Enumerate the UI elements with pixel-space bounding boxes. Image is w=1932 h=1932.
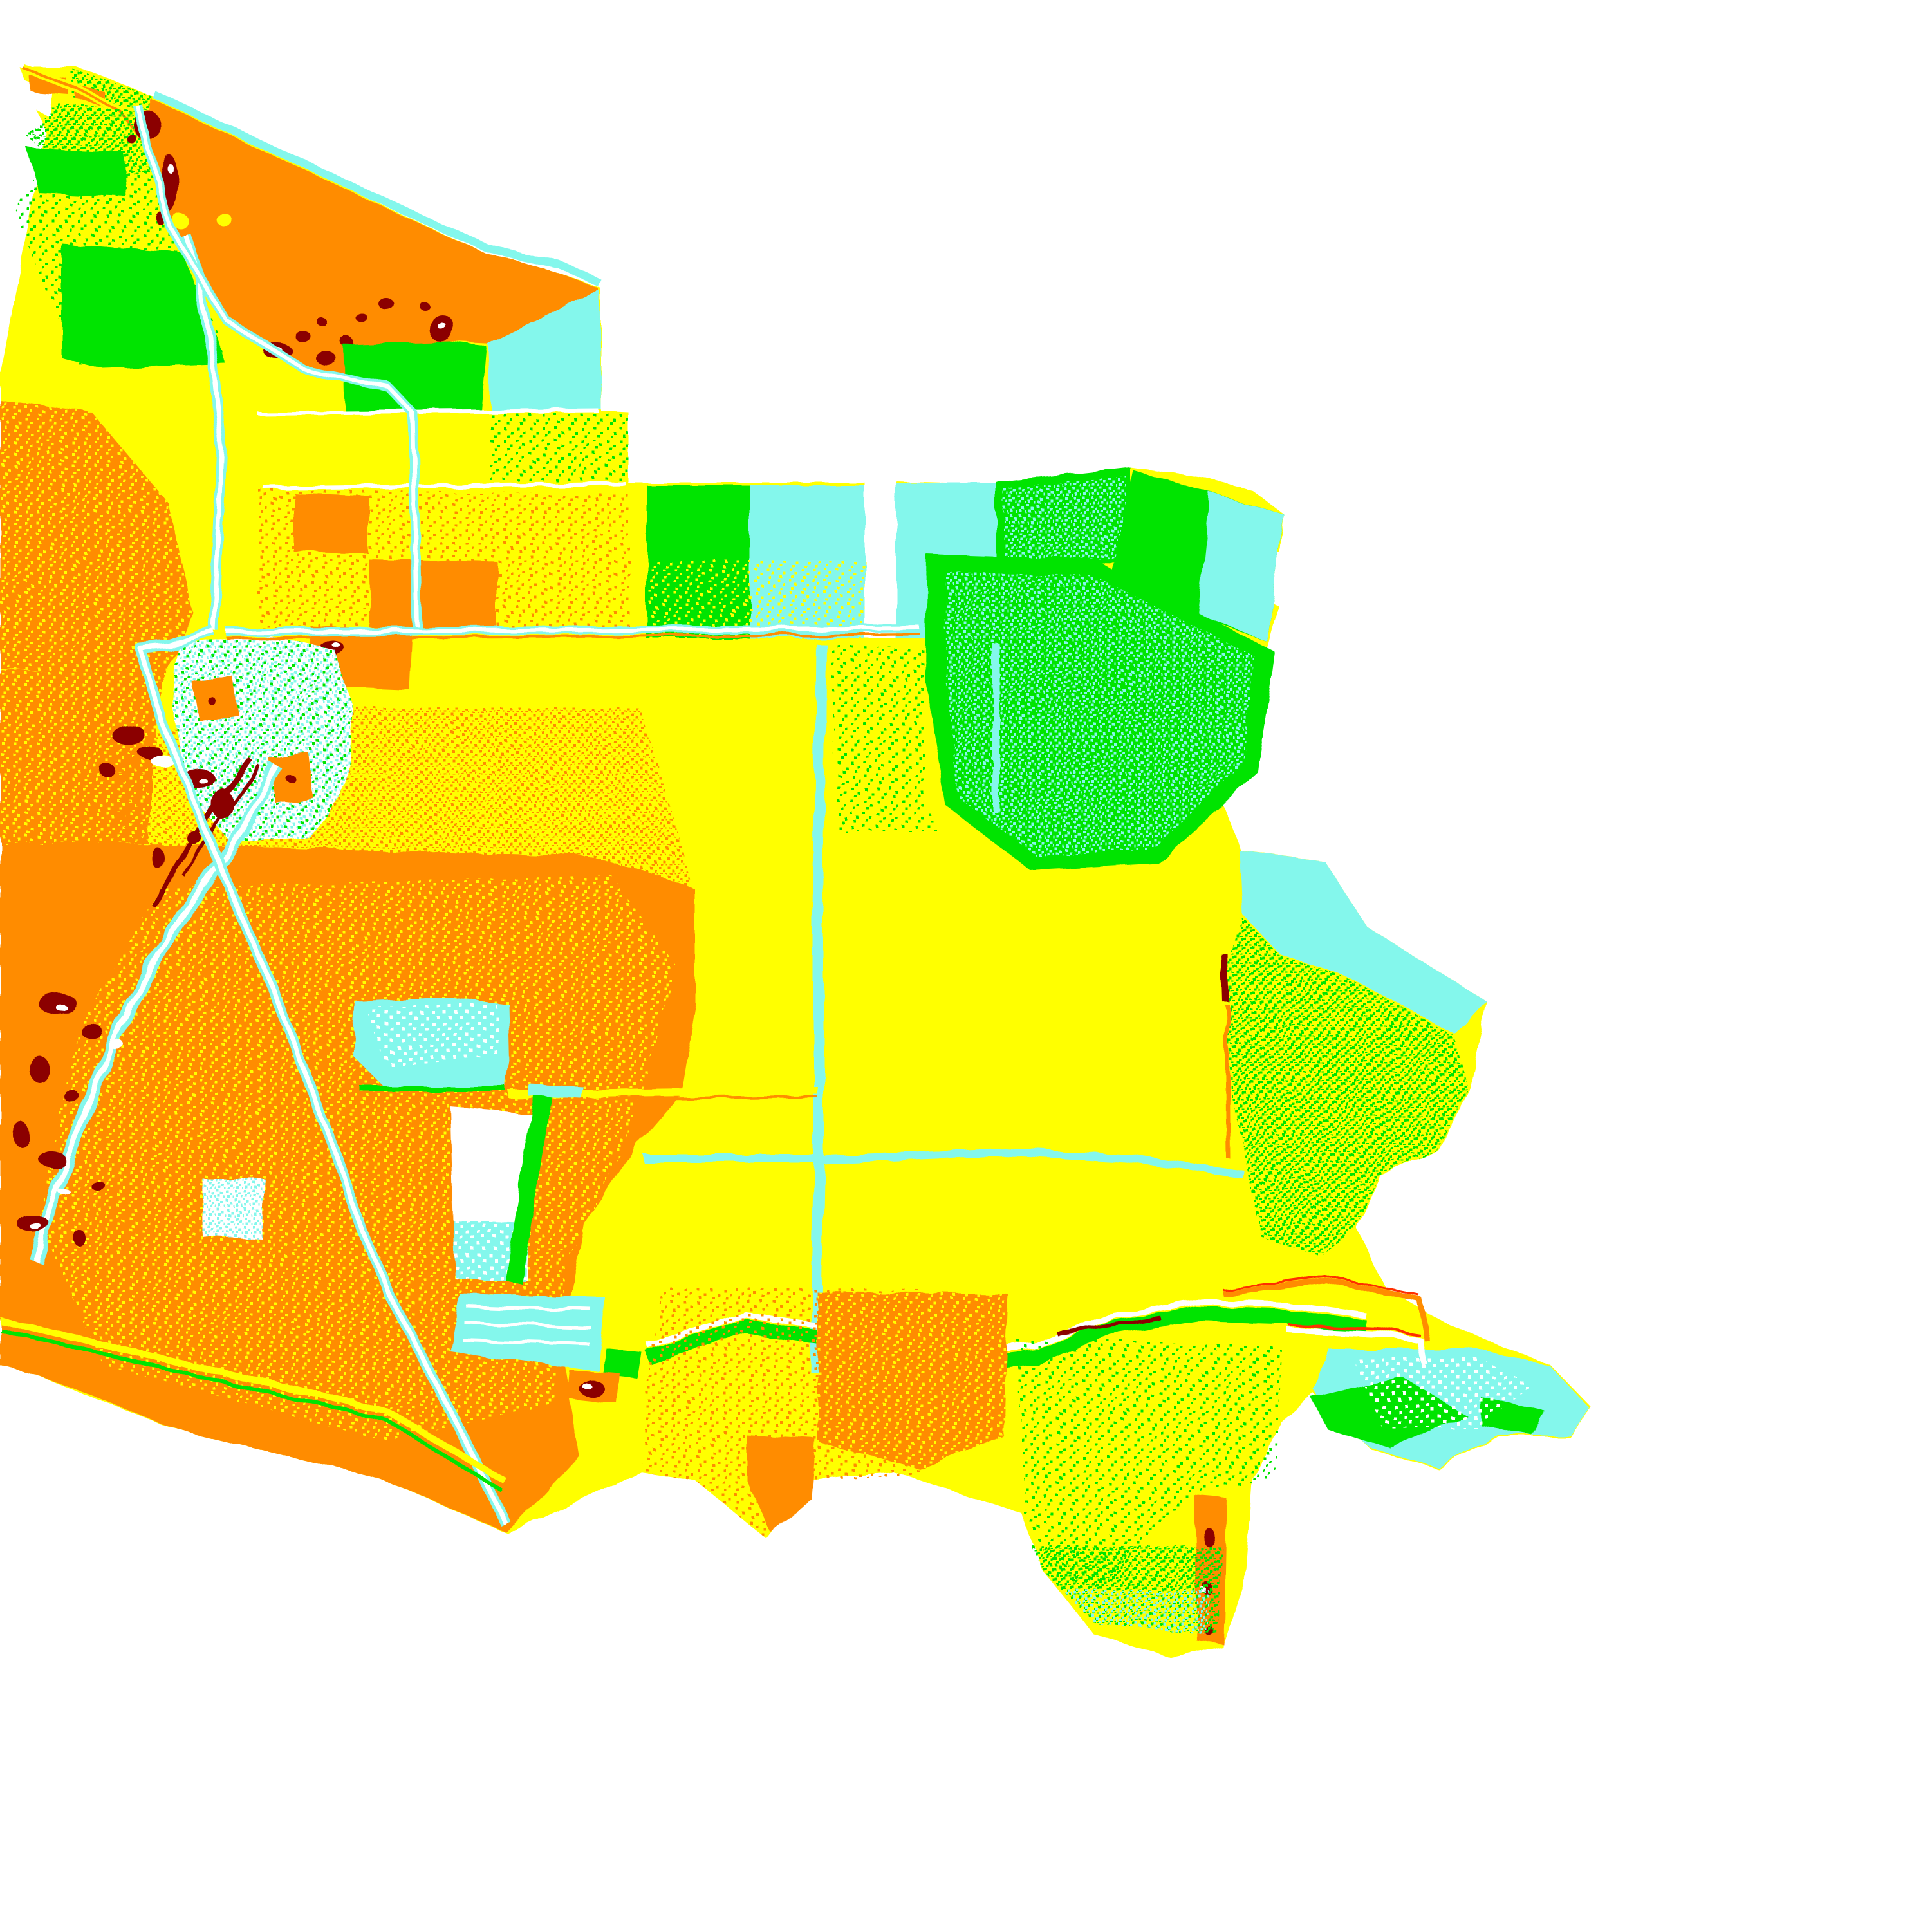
- maroon-blob: [151, 847, 163, 868]
- paddy-block: [450, 1294, 605, 1371]
- maroon-blob: [286, 775, 295, 783]
- paddy-green-block: [602, 1348, 641, 1379]
- maroon-blob: [580, 1380, 604, 1398]
- boot-cyan-band: [1240, 851, 1487, 1035]
- paddy-stripe: [466, 1305, 593, 1312]
- settlement-canal-core: [33, 765, 279, 1263]
- road-h-1700-edge: [508, 1095, 818, 1102]
- yellow-dot: [173, 214, 189, 229]
- orange-parcel-a: [294, 493, 368, 553]
- maroon-blob: [212, 789, 233, 820]
- road-south-core: [136, 628, 508, 1525]
- map-layer: [0, 63, 1588, 1658]
- white-dot: [199, 779, 208, 784]
- village-orange-parcel-1: [193, 676, 238, 721]
- road-h-640: [257, 409, 599, 415]
- bottom-edge-road-yellow: [0, 1317, 508, 1485]
- maroon-blob: [187, 831, 202, 844]
- white-dot: [331, 642, 339, 647]
- maroon-blob: [39, 1151, 66, 1168]
- boot-maroon-bar: [1221, 953, 1229, 1002]
- maroon-blob: [100, 765, 116, 777]
- white-dot: [109, 1041, 125, 1050]
- green-field-small: [27, 148, 126, 197]
- lake-1-white-overlay: [367, 1003, 502, 1068]
- river-maroon-dash: [1056, 1316, 1162, 1335]
- green-block-overlay: [945, 573, 1255, 856]
- mixed-zone-ne: [490, 413, 628, 483]
- white-dot: [59, 1189, 70, 1195]
- boot-orange-line: [1225, 1003, 1230, 1159]
- road-h-985-core: [226, 626, 921, 634]
- maroon-blob: [209, 698, 216, 705]
- maroon-blob: [420, 302, 430, 310]
- white-field-overlay: [201, 1178, 264, 1240]
- bottom-edge-road-green: [0, 1328, 503, 1492]
- boot-road-orange: [1222, 1278, 1429, 1341]
- green-verge-strip: [506, 1089, 552, 1285]
- yellow-dot: [217, 212, 231, 227]
- green-band-mid: [344, 342, 487, 413]
- road-h-755: [263, 482, 626, 490]
- road-hill-west-core: [136, 105, 419, 631]
- road-h-985-orange-edge: [226, 633, 921, 640]
- white-dot: [437, 322, 446, 329]
- cyan-fringe-top: [151, 90, 602, 287]
- green-wedge: [62, 243, 227, 368]
- paddy-stripe: [464, 1321, 591, 1329]
- white-dot: [30, 1223, 42, 1230]
- mid-speckle-zone: [830, 644, 940, 831]
- maroon-blob: [12, 1122, 29, 1146]
- maroon-blob: [39, 994, 77, 1014]
- orange-hill-region: [149, 98, 600, 385]
- cyan-field-ne: [488, 290, 601, 412]
- maroon-blob: [80, 1024, 102, 1038]
- maroon-blob: [128, 135, 137, 144]
- white-dot: [582, 1383, 591, 1389]
- bottom-lobe-cyan-speckle: [1062, 1590, 1210, 1635]
- maroon-blob: [112, 725, 145, 745]
- canal-vertical: [810, 643, 826, 1373]
- maroon-blob: [30, 1056, 50, 1083]
- bottom-orange-block-overlay: [816, 1291, 1009, 1469]
- maroon-blob: [315, 351, 336, 364]
- white-dot: [151, 755, 174, 766]
- tail-white-overlay: [1351, 1358, 1532, 1429]
- maroon-blob: [355, 312, 366, 321]
- boot-green-speckle: [1227, 916, 1469, 1256]
- pond-cyan: [528, 1084, 583, 1098]
- parallelogram-cyan: [1198, 493, 1285, 641]
- maroon-blob: [91, 1180, 105, 1191]
- tail-road-white: [1286, 1326, 1427, 1364]
- boot-road-red: [1222, 1276, 1420, 1296]
- right-lobe-speckle: [1017, 1339, 1281, 1590]
- orange-parcel-b: [368, 559, 497, 628]
- maroon-blob: [317, 318, 327, 326]
- strip-gap-white: [865, 481, 896, 638]
- strips-lower-overlay: [647, 560, 865, 638]
- white-dot: [167, 164, 174, 173]
- bottom-orange-left: [747, 1435, 816, 1532]
- upperleft-orange-overlay: [0, 400, 193, 681]
- maroon-blob: [377, 297, 393, 308]
- maroon-blob: [1203, 1529, 1216, 1547]
- paddy-stripe: [461, 1338, 590, 1346]
- white-dot: [56, 1005, 68, 1011]
- maroon-blob: [295, 330, 310, 342]
- maroon-blob: [73, 1229, 84, 1245]
- tail-road-red: [1288, 1323, 1420, 1336]
- maroon-blob: [64, 1091, 80, 1102]
- canal-h-east: [821, 1148, 1244, 1178]
